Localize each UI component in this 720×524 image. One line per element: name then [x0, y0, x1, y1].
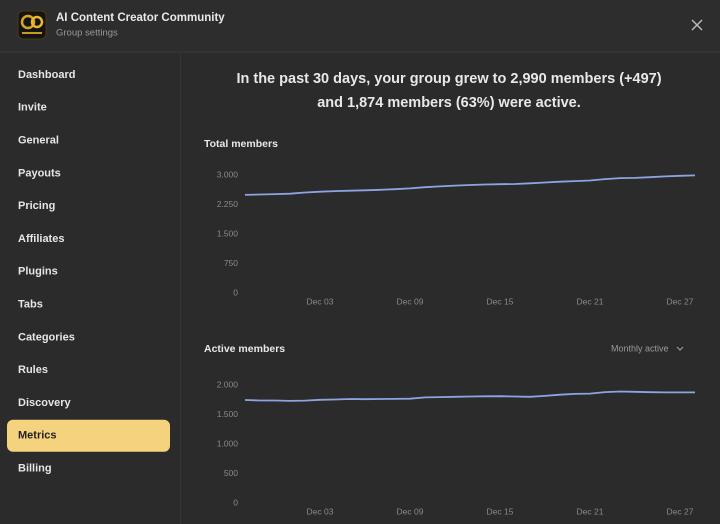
header-bar	[0, 0, 720, 52]
dropdown-label[interactable]: Monthly active	[611, 343, 669, 353]
close-button[interactable]	[691, 19, 703, 31]
nav-item[interactable]: Affiliates	[18, 233, 64, 245]
nav-item[interactable]: Metrics	[18, 430, 57, 442]
y-tick-label: 500	[224, 468, 238, 478]
nav-item[interactable]: Invite	[18, 102, 47, 114]
x-tick-label: Dec 15	[487, 506, 514, 516]
y-tick-label: 3.000	[217, 169, 239, 179]
nav-item[interactable]: Payouts	[18, 167, 61, 179]
x-tick-label: Dec 03	[307, 506, 334, 516]
data-line	[244, 174, 696, 196]
x-tick-label: Dec 21	[577, 506, 604, 516]
chart-title: Active members	[204, 343, 285, 355]
nav-highlight	[7, 419, 170, 452]
y-tick-label: 2.000	[217, 379, 239, 389]
nav-item[interactable]: Discovery	[18, 397, 71, 409]
y-tick-label: 750	[224, 258, 238, 268]
group-title: AI Content Creator Community	[56, 12, 225, 24]
x-tick-label: Dec 09	[397, 296, 424, 306]
x-tick-label: Dec 27	[667, 506, 694, 516]
nav-item[interactable]: Rules	[18, 364, 48, 376]
nav-item[interactable]: General	[18, 135, 59, 147]
x-tick-label: Dec 27	[667, 296, 694, 306]
summary-line: and 1,874 members (63%) were active.	[317, 95, 581, 111]
range-dropdown[interactable]: Monthly active	[611, 343, 684, 353]
x-tick-label: Dec 21	[577, 296, 604, 306]
group-logo	[17, 10, 47, 40]
y-tick-label: 0	[233, 287, 238, 297]
nav-item[interactable]: Categories	[18, 331, 75, 343]
summary-line: In the past 30 days, your group grew to …	[236, 71, 661, 87]
nav-item[interactable]: Billing	[18, 463, 52, 475]
nav-item[interactable]: Tabs	[18, 299, 43, 311]
y-tick-label: 2.250	[217, 199, 239, 209]
nav-item[interactable]: Dashboard	[18, 69, 75, 81]
x-tick-label: Dec 09	[397, 506, 424, 516]
y-tick-label: 0	[233, 497, 238, 507]
y-tick-label: 1.500	[217, 228, 239, 238]
x-tick-label: Dec 15	[487, 296, 514, 306]
y-tick-label: 1.000	[217, 438, 239, 448]
x-tick-label: Dec 03	[307, 296, 334, 306]
nav-item[interactable]: Pricing	[18, 200, 55, 212]
nav-item[interactable]: Plugins	[18, 266, 58, 278]
data-line	[244, 390, 695, 402]
y-tick-label: 1.500	[217, 409, 239, 419]
group-subtitle: Group settings	[56, 28, 118, 39]
chart-title: Total members	[204, 138, 278, 150]
